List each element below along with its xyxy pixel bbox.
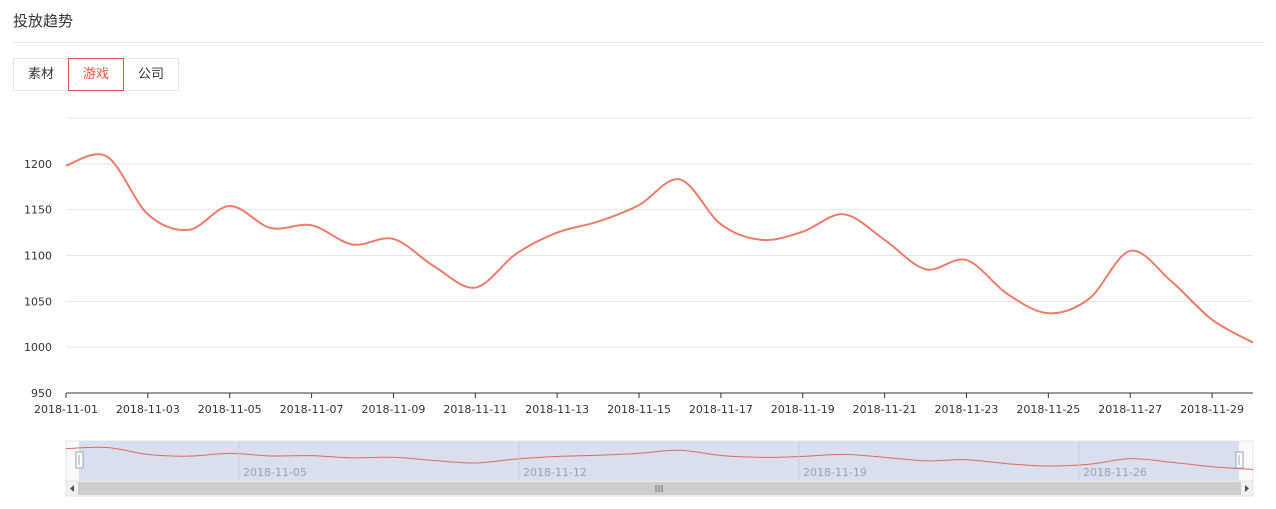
tab-game[interactable]: 游戏 [68,58,125,91]
x-tick-label: 2018-11-09 [361,403,425,416]
series-line [65,153,1254,344]
y-tick-label: 1000 [24,341,52,354]
x-tick-label: 2018-11-15 [607,403,671,416]
arrow-right-icon[interactable] [1245,485,1249,492]
datazoom-label: 2018-11-19 [803,466,867,479]
x-tick-label: 2018-11-29 [1180,403,1244,416]
y-tick-label: 1150 [24,204,52,217]
x-tick-label: 2018-11-11 [443,403,507,416]
x-tick-label: 2018-11-03 [116,403,180,416]
x-tick-label: 2018-11-07 [280,403,344,416]
datazoom-label: 2018-11-26 [1083,466,1147,479]
trend-chart: 950 1000 1050 1100 1150 1200 2018-11-01 2018-11… [24,117,1254,497]
x-tick-label: 2018-11-17 [689,403,753,416]
datazoom-label: 2018-11-05 [243,466,307,479]
datazoom-preview-line [65,446,1254,470]
y-tick-label: 1050 [24,295,52,308]
x-tick-label: 2018-11-05 [198,403,262,416]
tab-material[interactable]: 素材 [28,67,55,82]
x-tick-label: 2018-11-21 [853,403,917,416]
arrow-left-icon[interactable] [70,485,74,492]
x-tick-label: 2018-11-23 [935,403,999,416]
tab-group: 素材 游戏 公司 [13,58,180,91]
datazoom-label: 2018-11-12 [523,466,587,479]
x-tick-label: 2018-11-19 [771,403,835,416]
page-title: 投放趋势 [13,12,74,30]
y-tick-label: 1100 [24,250,52,263]
x-tick-label: 2018-11-13 [525,403,589,416]
x-tick-label: 2018-11-01 [34,403,98,416]
x-tick-label: 2018-11-25 [1016,403,1080,416]
y-tick-label: 1200 [24,158,52,171]
title-divider [13,42,1265,43]
datazoom-window[interactable] [79,441,1239,481]
tab-company[interactable]: 公司 [138,67,165,82]
x-tick-label: 2018-11-27 [1098,403,1162,416]
y-tick-label: 950 [31,387,52,400]
